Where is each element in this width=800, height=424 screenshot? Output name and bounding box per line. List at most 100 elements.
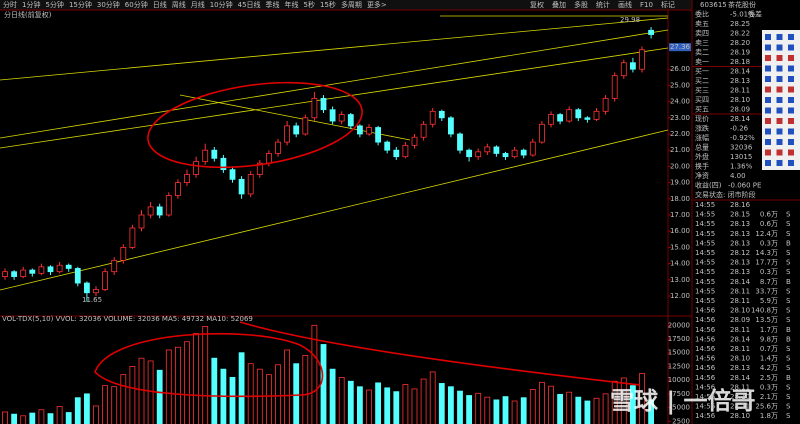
tool-button[interactable]: 画线 xyxy=(618,0,632,9)
tool-icon[interactable] xyxy=(788,139,794,145)
tool-icon[interactable] xyxy=(788,34,794,40)
period-tab[interactable]: 15分钟 xyxy=(69,0,92,9)
tool-icon[interactable] xyxy=(788,128,794,135)
tool-icon[interactable] xyxy=(765,65,771,72)
tool-icon[interactable] xyxy=(788,76,794,82)
trade-price: 28.09 xyxy=(730,316,750,324)
tool-icon[interactable] xyxy=(765,44,771,51)
tool-icon[interactable] xyxy=(776,149,783,156)
period-tab[interactable]: 年线 xyxy=(285,0,299,9)
tool-icon[interactable] xyxy=(776,97,783,103)
tool-button[interactable]: F10 xyxy=(640,1,653,9)
tool-icon[interactable] xyxy=(765,149,771,156)
stock-code: 603615 xyxy=(700,1,727,9)
candle-body xyxy=(411,136,418,146)
tool-button[interactable]: 统计 xyxy=(596,0,610,9)
tool-button[interactable]: 叠加 xyxy=(552,0,566,9)
candle-body xyxy=(329,109,336,122)
stat-label: 涨跌 xyxy=(695,124,709,133)
candle-body xyxy=(520,149,527,156)
volume-bar xyxy=(265,374,272,424)
period-tab[interactable]: 分时 xyxy=(3,0,17,9)
tool-icon[interactable] xyxy=(765,107,771,114)
trade-price: 28.11 xyxy=(730,345,750,353)
tool-icon[interactable] xyxy=(765,55,771,61)
tool-button[interactable]: 复权 xyxy=(530,0,544,9)
tool-icon[interactable] xyxy=(788,149,794,156)
period-tab[interactable]: 5分钟 xyxy=(45,0,63,9)
period-tab[interactable]: 1分钟 xyxy=(22,0,40,9)
candle-body xyxy=(275,141,281,154)
volume-bar xyxy=(311,324,318,424)
period-tab[interactable]: 30分钟 xyxy=(97,0,120,9)
tool-button[interactable]: 多股 xyxy=(574,0,588,9)
tool-icon[interactable] xyxy=(788,97,794,103)
tool-icon[interactable] xyxy=(788,65,794,72)
trade-volume: 17.7万 xyxy=(755,259,778,267)
tool-icon[interactable] xyxy=(788,118,794,124)
candle-body xyxy=(65,264,72,269)
tool-icon[interactable] xyxy=(776,139,783,145)
tool-icon[interactable] xyxy=(776,44,783,51)
trade-time: 14:56 xyxy=(695,412,716,420)
tool-icon[interactable] xyxy=(765,34,771,40)
tool-icon[interactable] xyxy=(788,44,794,51)
tool-icon[interactable] xyxy=(788,86,794,93)
period-tab[interactable]: 60分钟 xyxy=(125,0,148,9)
tool-icon[interactable] xyxy=(788,55,794,61)
tool-icon[interactable] xyxy=(776,107,783,114)
tool-icon[interactable] xyxy=(788,107,794,114)
tool-icon[interactable] xyxy=(776,128,783,135)
tool-icon[interactable] xyxy=(765,97,771,103)
volume-bar xyxy=(375,382,382,424)
tool-icon[interactable] xyxy=(765,76,771,82)
tool-button[interactable]: 标记 xyxy=(661,0,675,9)
tool-icon[interactable] xyxy=(776,118,783,124)
tool-icon[interactable] xyxy=(788,160,794,166)
volume-bar xyxy=(539,381,545,424)
trade-price: 28.11 xyxy=(730,297,750,305)
trade-side: S xyxy=(786,383,791,391)
tool-icon[interactable] xyxy=(776,86,783,93)
trade-time: 14:56 xyxy=(695,355,716,363)
trade-side: B xyxy=(786,374,791,382)
trade-price: 28.13 xyxy=(730,230,750,238)
trade-price: 28.11 xyxy=(730,326,750,334)
tool-icon[interactable] xyxy=(776,160,783,166)
tool-icon[interactable] xyxy=(765,86,771,93)
candle-body xyxy=(20,269,27,277)
volume-bar xyxy=(557,394,563,424)
period-tab[interactable]: 周线 xyxy=(172,0,186,9)
trade-time: 14:56 xyxy=(695,364,716,372)
tool-icon[interactable] xyxy=(776,55,783,61)
quote-ratio: -5.01% xyxy=(730,11,755,19)
tool-icon[interactable] xyxy=(765,128,771,135)
y-tick-label: 19.00 xyxy=(670,179,690,187)
period-tab[interactable]: 日线 xyxy=(153,0,167,9)
period-tab[interactable]: 多周期 xyxy=(341,0,362,9)
trade-time: 14:56 xyxy=(695,393,716,401)
tool-icon[interactable] xyxy=(765,139,771,145)
candle-body xyxy=(93,289,99,294)
tool-icon[interactable] xyxy=(765,118,771,124)
tool-icon[interactable] xyxy=(776,76,783,82)
period-tab[interactable]: 10分钟 xyxy=(210,0,233,9)
period-tab[interactable]: 45日线 xyxy=(238,0,261,9)
trade-volume: 0.6万 xyxy=(760,211,778,219)
period-tab[interactable]: 季线 xyxy=(266,0,280,9)
period-tab[interactable]: 15秒 xyxy=(320,0,336,9)
period-tab[interactable]: 更多> xyxy=(367,0,387,9)
tool-icon[interactable] xyxy=(765,160,771,166)
candle-body xyxy=(138,214,145,229)
period-tab[interactable]: 月线 xyxy=(191,0,205,9)
y-tick-label: 5000 xyxy=(672,404,690,412)
tool-icon[interactable] xyxy=(776,65,783,72)
period-tab[interactable]: 5秒 xyxy=(304,0,315,9)
price-marker xyxy=(669,43,691,52)
trade-side: S xyxy=(786,393,791,401)
tool-icon[interactable] xyxy=(776,34,783,40)
candle-body xyxy=(548,114,554,125)
trade-volume: 14.3万 xyxy=(755,249,778,257)
trade-time: 14:55 xyxy=(695,287,715,295)
candle-body xyxy=(557,114,563,122)
